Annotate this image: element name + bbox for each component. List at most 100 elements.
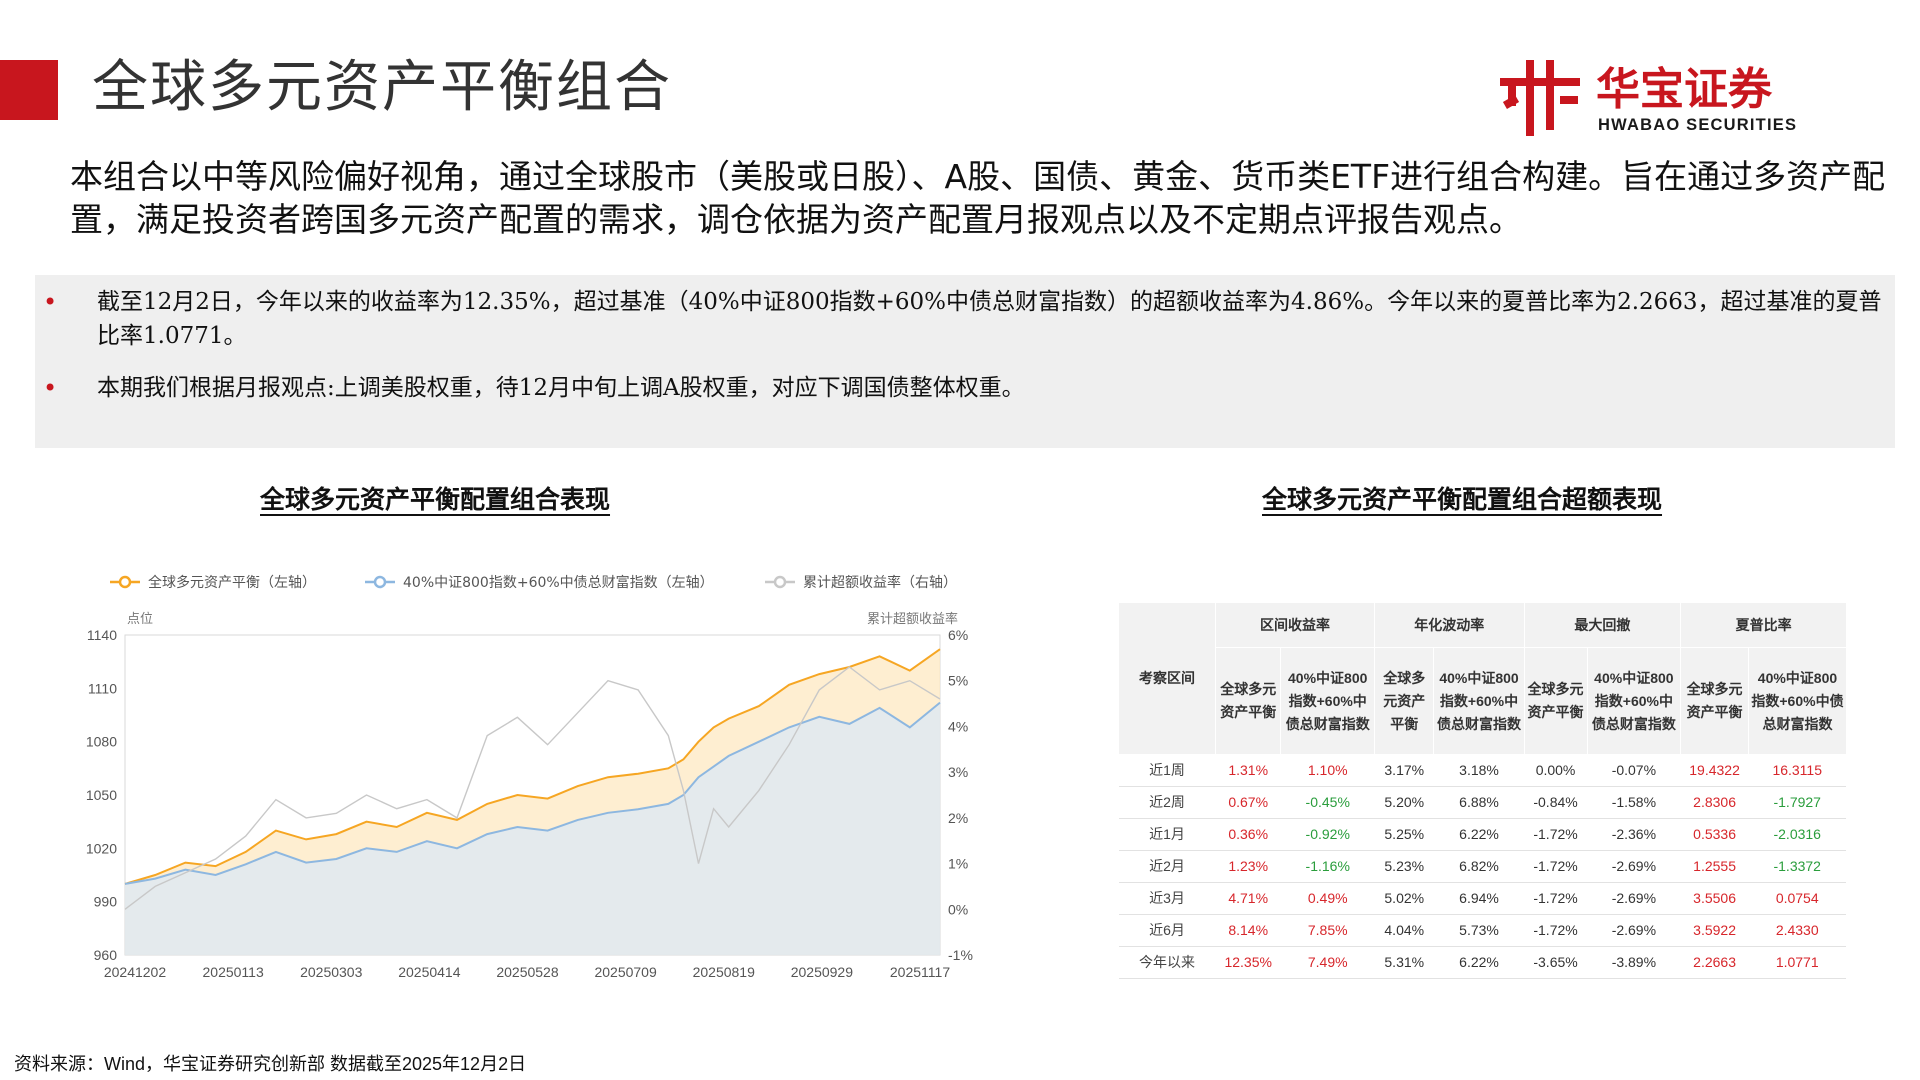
legend-label: 40%中证800指数+60%中债总财富指数（左轴） [403,574,714,591]
legend-marker [373,575,387,589]
left-axis-title: 点位 [127,612,153,627]
value-cell: -1.72% [1524,850,1588,883]
period-cell: 近1周 [1118,754,1216,787]
value-cell: -1.7927 [1748,786,1846,819]
value-cell: 1.0771 [1748,946,1846,979]
header-portfolio: 全球多元资产平衡 [1374,647,1434,754]
header-group: 区间收益率 [1214,603,1375,648]
x-tick-label: 20250414 [398,964,461,980]
value-cell: 19.4322 [1680,754,1749,787]
series-line-0 [124,648,941,885]
performance-chart: 1140 1110 1080 1050 1020 990 960 6% 5% 4% 3% 2% 1% 0%… [86,574,973,980]
y2-tick-label: 6% [948,627,968,643]
x-tick-label: 20250303 [300,964,363,980]
chart-title: 全球多元资产平衡配置组合表现 [260,485,611,514]
value-cell: 5.02% [1374,882,1434,915]
y-tick-label: 960 [94,947,118,963]
value-cell: -1.16% [1280,850,1375,883]
header-portfolio: 全球多元资产平衡 [1523,647,1588,754]
value-cell: 3.18% [1433,754,1525,787]
period-cell: 近6月 [1118,914,1216,947]
header-portfolio: 全球多元资产平衡 [1214,647,1281,754]
series-area-1 [125,702,940,955]
bullet-icon: • [43,374,58,402]
table-row: 今年以来 12.35% 7.49% 5.31% 6.22% -3.65% -3.89% 2.2… [1118,946,1846,979]
period-cell: 今年以来 [1118,946,1216,979]
header-benchmark: 40%中证800指数+60%中债总财富指数 [1433,647,1525,754]
header-benchmark: 40%中证800指数+60%中债总财富指数 [1280,647,1375,754]
value-cell: 1.2555 [1680,850,1749,883]
hwabao-logo: 华宝证券 HWABAO SECURITIES [1500,60,1796,136]
series-line-1 [124,701,941,885]
page-title: 全球多元资产平衡组合 [92,55,672,120]
value-cell: -1.58% [1587,786,1681,819]
x-tick-label: 20250528 [496,964,559,980]
value-cell: 5.73% [1433,914,1525,947]
value-cell: -0.07% [1587,754,1681,787]
value-cell: 2.4330 [1748,914,1846,947]
y2-tick-label: 0% [948,901,968,917]
value-cell: -0.92% [1280,818,1375,851]
value-cell: 6.22% [1433,946,1525,979]
y-tick-label: 990 [94,894,118,910]
value-cell: 1.23% [1215,850,1281,883]
x-tick-label: 20251117 [890,964,950,980]
table-row: 近3月 4.71% 0.49% 5.02% 6.94% -1.72% -2.69% 3.550… [1118,882,1846,915]
value-cell: 6.82% [1433,850,1525,883]
value-cell: 5.20% [1374,786,1434,819]
source-note: 资料来源：Wind，华宝证券研究创新部 数据截至2025年12月2日 [14,1054,527,1074]
x-tick-label: 20241202 [104,964,167,980]
value-cell: 3.5506 [1680,882,1749,915]
table-row: 近6月 8.14% 7.85% 4.04% 5.73% -1.72% -2.69% 3.592… [1118,914,1846,947]
header-benchmark: 40%中证800指数+60%中债总财富指数 [1586,647,1681,754]
value-cell: 2.8306 [1680,786,1749,819]
period-cell: 近3月 [1118,882,1216,915]
y2-tick-label: 3% [948,764,968,780]
x-tick-label: 20250709 [594,964,657,980]
x-tick-label: 20250819 [693,964,756,980]
value-cell: 6.94% [1433,882,1525,915]
value-cell: -3.65% [1524,946,1588,979]
table-row: 近2周 0.67% -0.45% 5.20% 6.88% -0.84% -1.58% 2.83… [1118,786,1846,819]
y-tick-label: 1110 [88,680,117,696]
legend-marker [773,575,787,589]
x-tick-label: 20250113 [203,964,264,980]
value-cell: 3.5922 [1680,914,1749,947]
header-benchmark: 40%中证800指数+60%中债总财富指数 [1747,647,1846,754]
value-cell: -1.3372 [1748,850,1846,883]
value-cell: 6.22% [1433,818,1525,851]
period-cell: 近2月 [1118,850,1216,883]
series-line-2 [124,666,941,910]
y-tick-label: 1080 [86,734,117,750]
y2-tick-label: 4% [948,718,968,734]
y2-tick-label: -1% [948,947,973,963]
y2-tick-label: 2% [948,810,968,826]
y-tick-label: 1020 [86,840,117,856]
value-cell: -0.84% [1524,786,1588,819]
note-item: • 本期我们根据月报观点:上调美股权重，待12月中旬上调A股权重，对应下调国债整… [43,371,1887,405]
value-cell: 5.23% [1374,850,1434,883]
value-cell: 0.49% [1280,882,1375,915]
legend-label: 全球多元资产平衡（左轴） [148,574,316,591]
value-cell: 5.31% [1374,946,1434,979]
value-cell: -3.89% [1587,946,1681,979]
value-cell: -2.36% [1587,818,1681,851]
value-cell: -2.0316 [1748,818,1846,851]
right-axis-title: 累计超额收益率 [867,611,958,627]
value-cell: -2.69% [1587,882,1681,915]
period-cell: 近1月 [1118,818,1216,851]
header-group: 最大回撤 [1523,603,1681,648]
value-cell: -2.69% [1587,914,1681,947]
value-cell: 12.35% [1215,946,1281,979]
y2-tick-label: 5% [948,673,968,689]
excess-performance-table: 考察区间 区间收益率 年化波动率 最大回撤 夏普比率 全球多元资产平衡 40%中… [1118,603,1846,979]
header-group: 年化波动率 [1374,603,1525,648]
value-cell: -0.45% [1280,786,1375,819]
value-cell: 6.88% [1433,786,1525,819]
legend-label: 累计超额收益率（右轴） [803,574,957,591]
value-cell: -1.72% [1524,882,1588,915]
value-cell: 0.36% [1215,818,1281,851]
header-group: 夏普比率 [1680,603,1846,648]
svg-text:华宝证券: 华宝证券 [1596,64,1773,115]
value-cell: 4.04% [1374,914,1434,947]
